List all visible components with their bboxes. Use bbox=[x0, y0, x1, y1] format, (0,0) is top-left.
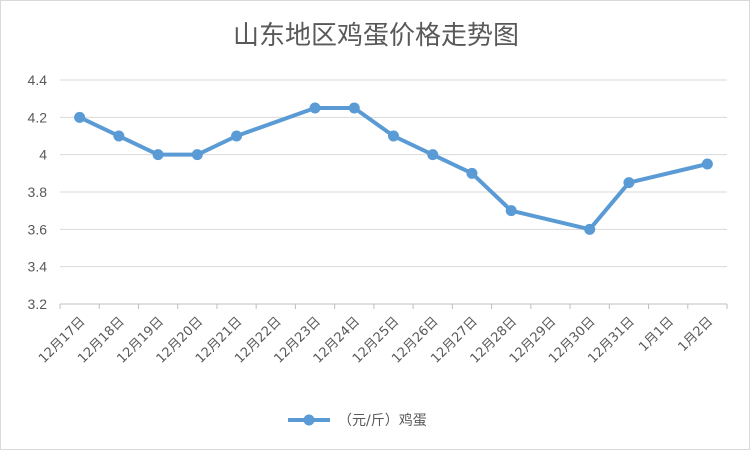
chart-title: 山东地区鸡蛋价格走势图 bbox=[233, 21, 519, 51]
data-point bbox=[584, 223, 596, 235]
data-point bbox=[623, 177, 635, 189]
x-tick-label: 1月2日 bbox=[676, 314, 717, 355]
legend-label: （元/斤）鸡蛋 bbox=[338, 412, 427, 429]
series-line bbox=[78, 106, 708, 232]
data-point bbox=[74, 111, 86, 123]
x-tick-label: 1月1日 bbox=[636, 314, 677, 355]
data-point bbox=[505, 205, 517, 217]
data-point bbox=[191, 149, 203, 161]
y-axis-ticks: 3.2 3.4 3.6 3.8 4 4.2 4.4 bbox=[28, 72, 48, 312]
y-tick-label: 3.8 bbox=[28, 184, 48, 200]
legend-point-marker bbox=[303, 414, 315, 426]
y-tick-label: 4.2 bbox=[28, 109, 48, 125]
gridlines bbox=[60, 79, 727, 305]
x-axis-ticks: 12月17日12月18日12月19日12月20日12月21日12月22日12月2… bbox=[36, 304, 728, 367]
y-tick-label: 3.6 bbox=[28, 221, 48, 237]
data-point bbox=[231, 130, 243, 142]
data-point bbox=[701, 158, 713, 170]
y-tick-label: 4.4 bbox=[28, 72, 48, 88]
data-point bbox=[309, 102, 321, 114]
data-point bbox=[388, 130, 399, 142]
data-point bbox=[427, 149, 439, 161]
legend: （元/斤）鸡蛋 bbox=[288, 412, 427, 429]
data-point bbox=[152, 149, 164, 161]
series-group bbox=[74, 102, 713, 235]
data-point bbox=[348, 102, 360, 114]
data-point bbox=[113, 130, 125, 142]
y-tick-label: 4 bbox=[39, 147, 47, 163]
y-tick-label: 3.4 bbox=[28, 259, 48, 275]
y-tick-label: 3.2 bbox=[28, 296, 48, 312]
data-point bbox=[466, 167, 478, 179]
